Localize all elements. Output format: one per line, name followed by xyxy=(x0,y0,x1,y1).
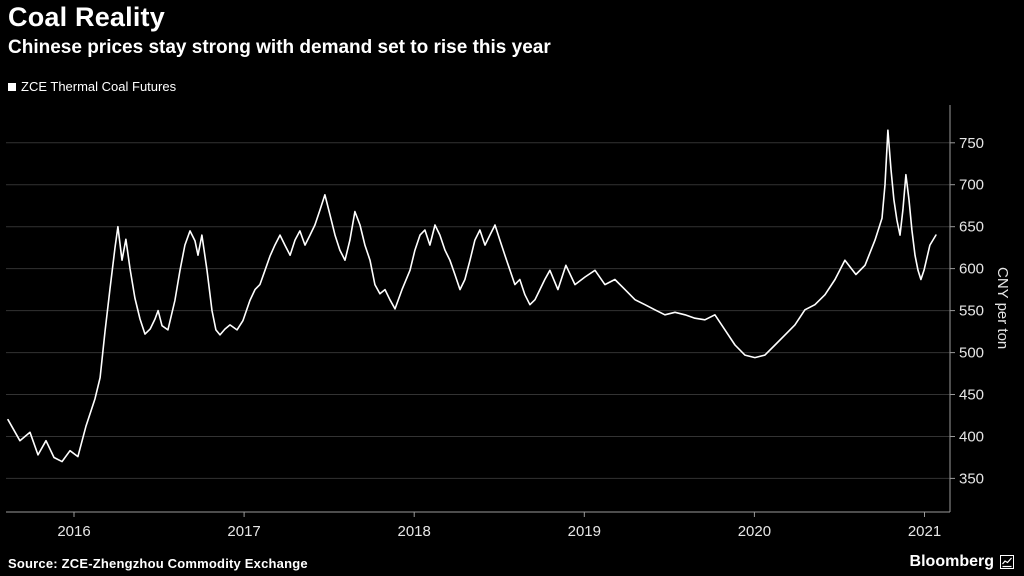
x-tick-label-2016: 2016 xyxy=(57,523,90,540)
bloomberg-logo: Bloomberg xyxy=(910,553,1014,571)
y-tick-label-600: 600 xyxy=(959,261,984,278)
x-tick-label-2019: 2019 xyxy=(568,523,601,540)
x-tick-label-2018: 2018 xyxy=(398,523,431,540)
x-tick-label-2017: 2017 xyxy=(227,523,260,540)
chart-legend: ZCE Thermal Coal Futures xyxy=(8,79,176,94)
legend-label: ZCE Thermal Coal Futures xyxy=(21,79,177,94)
x-tick-label-2020: 2020 xyxy=(738,523,771,540)
page-title: Coal Reality xyxy=(8,2,165,32)
legend-swatch-icon xyxy=(8,82,16,91)
y-tick-label-650: 650 xyxy=(959,219,984,236)
bloomberg-terminal-icon xyxy=(1000,555,1014,569)
y-tick-label-550: 550 xyxy=(959,303,984,320)
y-tick-label-750: 750 xyxy=(959,135,984,152)
y-tick-label-500: 500 xyxy=(959,345,984,362)
x-tick-label-2021: 2021 xyxy=(908,523,941,540)
y-tick-label-350: 350 xyxy=(959,470,984,487)
y-tick-label-450: 450 xyxy=(959,387,984,404)
y-axis-title: CNY per ton xyxy=(994,267,1011,350)
price-line-series xyxy=(7,129,937,463)
y-tick-label-700: 700 xyxy=(959,177,984,194)
source-credit: Source: ZCE-Zhengzhou Commodity Exchange xyxy=(8,556,308,571)
bloomberg-wordmark: Bloomberg xyxy=(909,553,994,570)
page-subtitle: Chinese prices stay strong with demand s… xyxy=(8,37,551,58)
y-tick-label-400: 400 xyxy=(959,429,984,446)
